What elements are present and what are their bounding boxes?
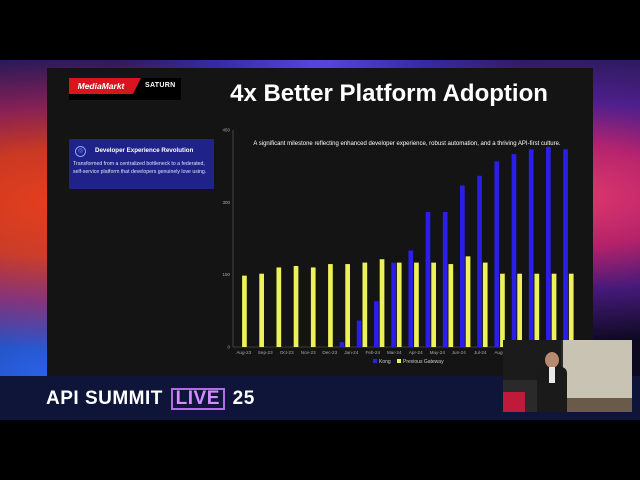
bar-kong [477, 175, 482, 347]
bar-previous-gateway [379, 259, 385, 347]
camera-floor [563, 398, 632, 412]
live-badge: LIVE [170, 388, 225, 410]
y-tick-label: 450 [222, 128, 230, 133]
bar-kong [374, 301, 379, 347]
stage-sign [503, 392, 525, 412]
speaker-head [545, 352, 559, 368]
speaker [537, 352, 569, 412]
legend-label: Previous Gateway [403, 359, 444, 365]
video-frame: MediaMarkt SATURN 4x Better Platform Ado… [0, 60, 640, 420]
bar-kong [391, 262, 396, 347]
x-tick-label: Apr-24 [409, 350, 423, 355]
y-tick-label: 150 [222, 272, 230, 277]
bar-previous-gateway [345, 264, 350, 347]
mediamarkt-logo: MediaMarkt [69, 78, 133, 94]
x-tick-label: Aug-24 [494, 350, 509, 355]
bar-kong [442, 211, 448, 347]
bar-kong [339, 342, 345, 347]
logo-divider [133, 78, 141, 94]
bar-previous-gateway [362, 262, 368, 347]
x-tick-label: Mar-24 [387, 350, 402, 355]
x-tick-label: Nov-23 [301, 350, 316, 355]
saturn-logo: SATURN [145, 82, 176, 89]
x-tick-label: Feb-24 [365, 350, 380, 355]
bar-previous-gateway [465, 256, 471, 347]
bar-previous-gateway [534, 273, 540, 347]
event-year: 25 [226, 388, 255, 409]
bar-kong [494, 161, 500, 347]
bar-chart: 0 150 300 450 Aug-23 Sep-23 Oct-23 Nov-23 Dec-23… [222, 128, 577, 365]
event-name: API SUMMIT LIVE 25 [46, 388, 255, 410]
info-box: ◎ Developer Experience Revolution Transf… [69, 139, 214, 189]
bar-previous-gateway [431, 262, 436, 347]
presentation-slide: MediaMarkt SATURN 4x Better Platform Ado… [47, 68, 593, 376]
info-box-body: Transformed from a centralized bottlenec… [73, 161, 207, 175]
x-tick-label: May-24 [430, 350, 446, 355]
chart-subtitle: A significant milestone reflecting enhan… [253, 141, 561, 147]
bar-kong [546, 146, 551, 347]
slide-title: 4x Better Platform Adoption [230, 80, 548, 107]
legend-label: Kong [379, 359, 391, 365]
bar-kong [356, 320, 362, 347]
x-tick-label: Jun-24 [452, 350, 466, 355]
x-tick-label: Jul-24 [474, 350, 487, 355]
bar-previous-gateway [293, 265, 299, 347]
brand-logo: MediaMarkt SATURN [69, 78, 181, 100]
x-tick-label: Sep-23 [258, 350, 273, 355]
bar-previous-gateway [568, 273, 574, 347]
bar-previous-gateway [328, 264, 333, 347]
bar-kong [408, 250, 414, 347]
legend-swatch [397, 359, 401, 363]
bar-previous-gateway [414, 262, 419, 347]
bar-previous-gateway [500, 273, 505, 347]
legend-swatch [373, 359, 377, 363]
bar-previous-gateway [259, 273, 264, 347]
bar-kong [425, 211, 431, 347]
speaker-shirt [549, 367, 555, 383]
y-tick-label: 300 [222, 200, 230, 205]
bar-previous-gateway [310, 267, 316, 347]
x-tick-label: Jan-24 [344, 350, 358, 355]
y-tick-label: 0 [227, 345, 230, 350]
x-tick-label: Oct-23 [280, 350, 294, 355]
bar-kong [528, 149, 534, 347]
x-tick-label: Aug-23 [236, 350, 251, 355]
bar-previous-gateway [396, 262, 402, 347]
bar-kong [511, 154, 517, 347]
bar-kong [563, 149, 568, 347]
bar-previous-gateway [276, 267, 282, 347]
info-box-title: Developer Experience Revolution [95, 147, 194, 154]
bar-previous-gateway [551, 273, 557, 347]
target-icon: ◎ [75, 146, 86, 157]
bar-previous-gateway [448, 264, 454, 347]
bar-previous-gateway [242, 275, 247, 347]
bar-kong [460, 185, 465, 347]
x-tick-label: Dec-23 [322, 350, 337, 355]
bar-previous-gateway [482, 262, 488, 347]
speaker-camera-overlay [503, 340, 632, 412]
bar-previous-gateway [517, 273, 522, 347]
event-name-prefix: API SUMMIT [46, 388, 169, 409]
